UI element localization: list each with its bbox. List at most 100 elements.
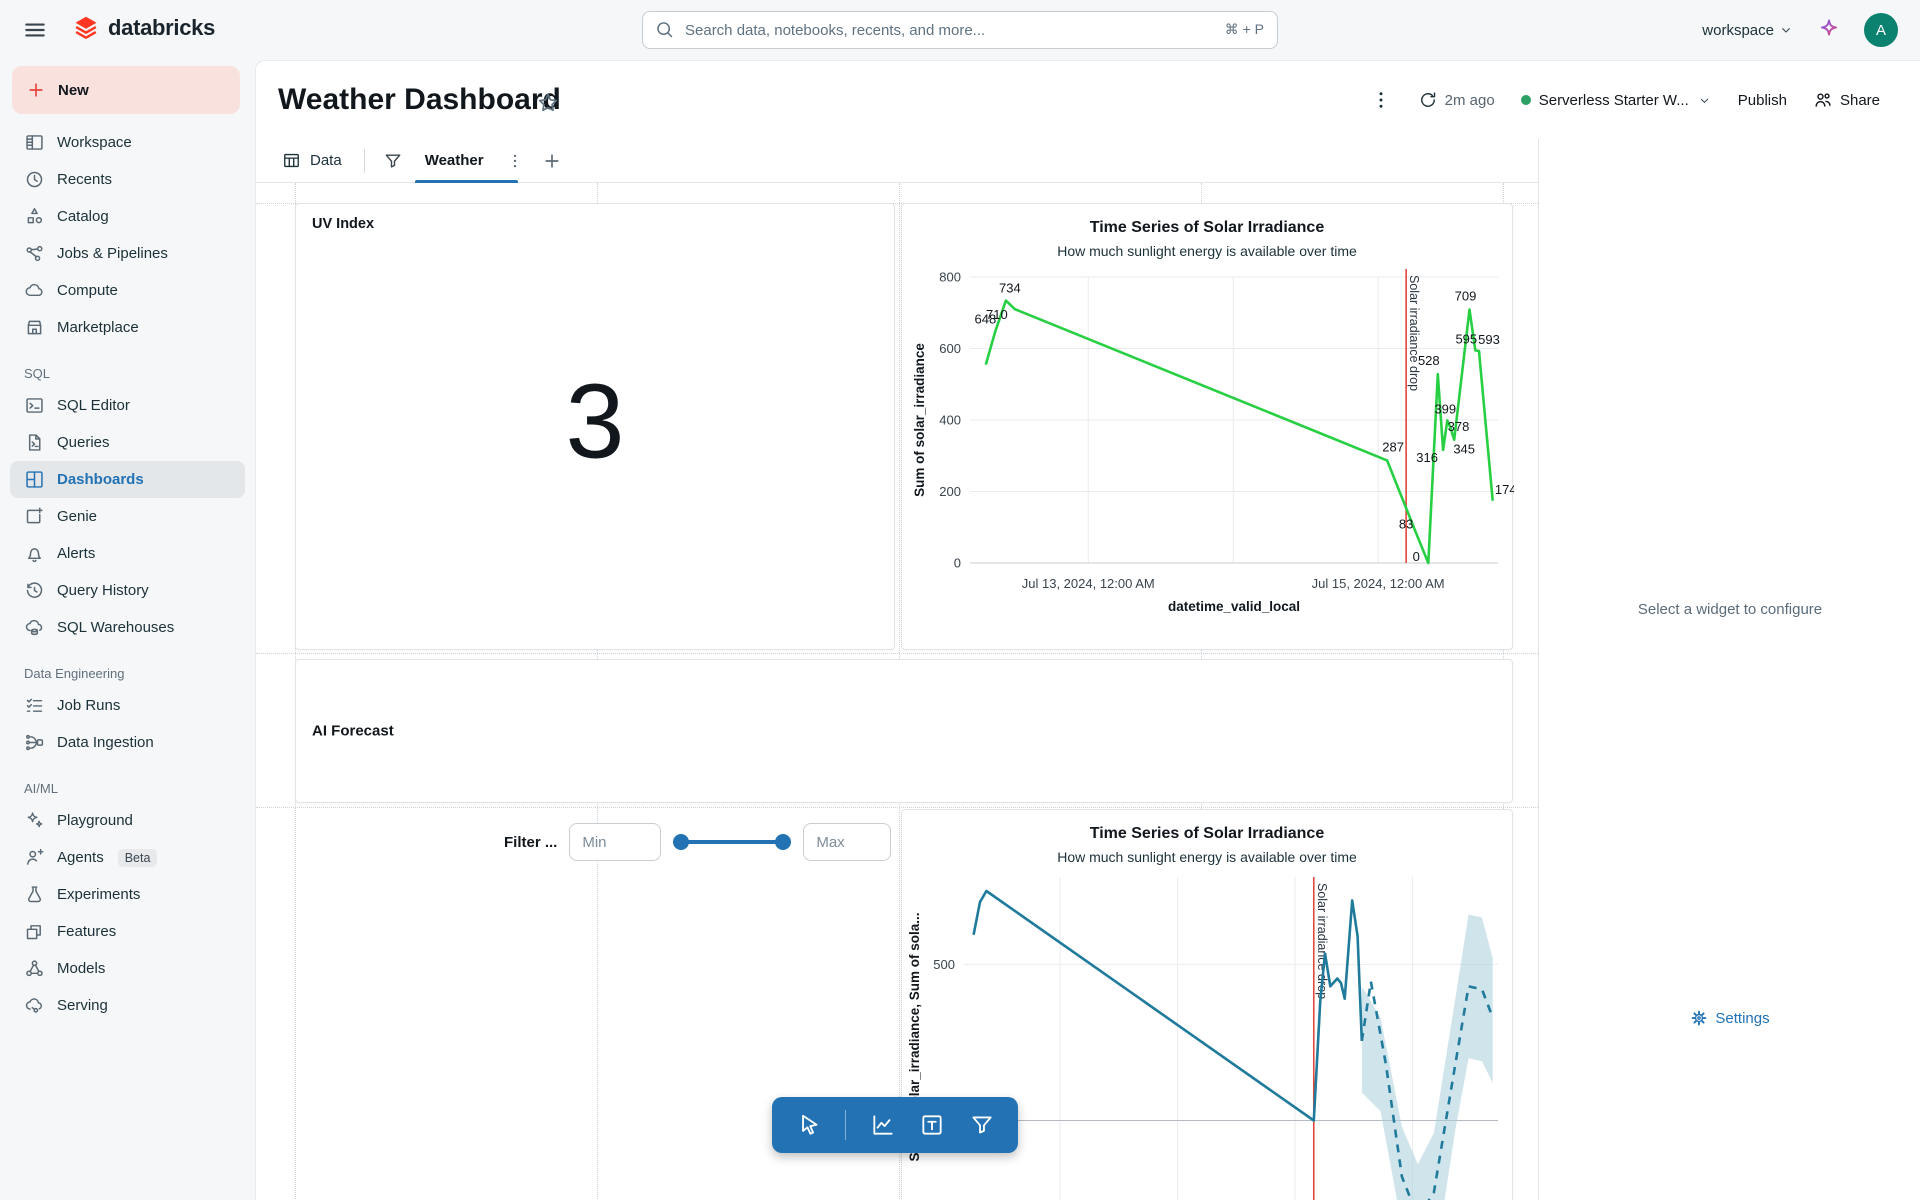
settings-button[interactable]: Settings [1539, 1009, 1920, 1027]
chevron-down-icon [1778, 22, 1794, 38]
sparkles-icon [24, 810, 45, 831]
search-input[interactable] [642, 11, 1278, 49]
people-icon [1813, 90, 1833, 110]
sidebar-section-aiml: AI/ML [24, 781, 58, 796]
add-text-button[interactable] [919, 1112, 945, 1138]
dashboard-menu-button[interactable] [1370, 89, 1392, 111]
sidebar: New Workspace Recents Catalog Jobs & Pip… [0, 60, 255, 1200]
dashboards-icon [24, 469, 45, 490]
clock-icon [24, 169, 45, 190]
sidebar-item-queries[interactable]: Queries [10, 424, 245, 461]
kebab-icon [1370, 89, 1392, 114]
widget-title: AI Forecast [312, 722, 394, 740]
cursor-icon [796, 1112, 822, 1141]
sidebar-item-features[interactable]: Features [10, 913, 245, 950]
page-title: Weather Dashboard [278, 83, 561, 116]
sidebar-item-marketplace[interactable]: Marketplace [10, 309, 245, 346]
top-bar: databricks ⌘ + P workspace A [0, 0, 1920, 60]
edit-toolbar [772, 1097, 1018, 1153]
tab-data[interactable]: Data [278, 139, 346, 183]
svg-text:287: 287 [1382, 439, 1404, 454]
tab-weather[interactable]: Weather [414, 139, 518, 183]
svg-text:648: 648 [974, 311, 996, 326]
range-slider[interactable] [673, 834, 792, 850]
svg-text:datetime_valid_local: datetime_valid_local [1168, 599, 1300, 614]
sidebar-item-compute[interactable]: Compute [10, 272, 245, 309]
svg-text:595: 595 [1455, 331, 1477, 346]
svg-text:500: 500 [933, 957, 955, 972]
sidebar-item-dashboards[interactable]: Dashboards [10, 461, 245, 498]
svg-text:316: 316 [1416, 450, 1438, 465]
tab-menu-button[interactable] [506, 152, 524, 170]
add-filter-button[interactable] [969, 1112, 995, 1138]
kebab-icon [506, 152, 524, 173]
add-chart-button[interactable] [870, 1112, 896, 1138]
dashboard-canvas[interactable]: UV Index 3 Time Series of Solar Irradian… [256, 183, 1538, 1200]
layers-icon [24, 921, 45, 942]
sidebar-item-alerts[interactable]: Alerts [10, 535, 245, 572]
sidebar-section-sql: SQL [24, 366, 51, 381]
svg-text:Sum of solar_irradiance: Sum of solar_irradiance [912, 343, 927, 497]
new-button[interactable]: New [12, 66, 240, 114]
status-dot [1520, 95, 1531, 105]
sidebar-item-experiments[interactable]: Experiments [10, 876, 245, 913]
checklist-icon [24, 695, 45, 716]
avatar[interactable]: A [1864, 13, 1898, 47]
sidebar-item-workspace[interactable]: Workspace [10, 124, 245, 161]
cursor-tool-button[interactable] [796, 1112, 822, 1138]
filter-min-input[interactable] [569, 823, 662, 861]
storefront-icon [24, 317, 45, 338]
sidebar-item-serving[interactable]: Serving [10, 987, 245, 1024]
sidebar-item-playground[interactable]: Playground [10, 802, 245, 839]
tab-filter-button[interactable] [383, 151, 403, 171]
add-tab-button[interactable] [542, 151, 562, 171]
avatar-initial: A [1875, 21, 1886, 39]
sidebar-item-sql-editor[interactable]: SQL Editor [10, 387, 245, 424]
workspace-switcher[interactable]: workspace [1702, 22, 1794, 39]
filter-label: Filter ... [504, 833, 558, 851]
svg-text:734: 734 [999, 281, 1021, 296]
refresh-control[interactable]: 2m ago [1418, 90, 1495, 110]
filter-max-input[interactable] [803, 823, 892, 861]
favorite-star-button[interactable] [536, 91, 560, 115]
ai-forecast-widget[interactable]: AI Forecast [295, 659, 1513, 803]
slider-handle-min[interactable] [673, 834, 690, 850]
svg-text:400: 400 [939, 413, 961, 428]
sidebar-item-recents[interactable]: Recents [10, 161, 245, 198]
search-icon [654, 19, 675, 40]
global-search: ⌘ + P [642, 11, 1278, 49]
sidebar-item-job-runs[interactable]: Job Runs [10, 687, 245, 724]
sidebar-item-query-history[interactable]: Query History [10, 572, 245, 609]
beta-badge: Beta [117, 848, 158, 867]
sidebar-item-agents[interactable]: Agents Beta [10, 839, 245, 876]
warehouse-selector[interactable]: Serverless Starter W... [1520, 92, 1712, 109]
agent-icon [24, 847, 45, 868]
active-tab-underline [414, 179, 518, 183]
slider-track [679, 840, 786, 844]
sidebar-item-catalog[interactable]: Catalog [10, 198, 245, 235]
share-button[interactable]: Share [1813, 90, 1880, 110]
assistant-button[interactable] [1816, 17, 1842, 43]
filter-widget[interactable]: Filter ... [504, 823, 892, 861]
hamburger-menu-icon[interactable] [22, 17, 48, 43]
svg-text:378: 378 [1448, 419, 1470, 434]
sidebar-item-jobs-pipelines[interactable]: Jobs & Pipelines [10, 235, 245, 272]
sidebar-item-genie[interactable]: Genie [10, 498, 245, 535]
sidebar-item-data-ingestion[interactable]: Data Ingestion [10, 724, 245, 761]
svg-text:345: 345 [1453, 442, 1475, 457]
sidebar-item-models[interactable]: Models [10, 950, 245, 987]
queries-icon [24, 432, 45, 453]
header-actions: 2m ago Serverless Starter W... Publish S… [1370, 61, 1880, 139]
dashboard-tabs: Data Weather [256, 139, 1538, 183]
publish-button[interactable]: Publish [1737, 91, 1787, 109]
chart-subtitle: How much sunlight energy is available ov… [1057, 849, 1357, 865]
widget-title: UV Index [312, 216, 375, 232]
svg-text:800: 800 [939, 270, 961, 285]
slider-handle-max[interactable] [775, 834, 792, 850]
genie-icon [24, 506, 45, 527]
uv-index-widget[interactable]: UV Index 3 [295, 203, 895, 650]
solar-irradiance-chart-widget[interactable]: Time Series of Solar Irradiance How much… [901, 203, 1514, 650]
toolbar-divider [845, 1110, 846, 1140]
sidebar-item-sql-warehouses[interactable]: SQL Warehouses [10, 609, 245, 646]
databricks-logo[interactable]: databricks [72, 14, 215, 42]
